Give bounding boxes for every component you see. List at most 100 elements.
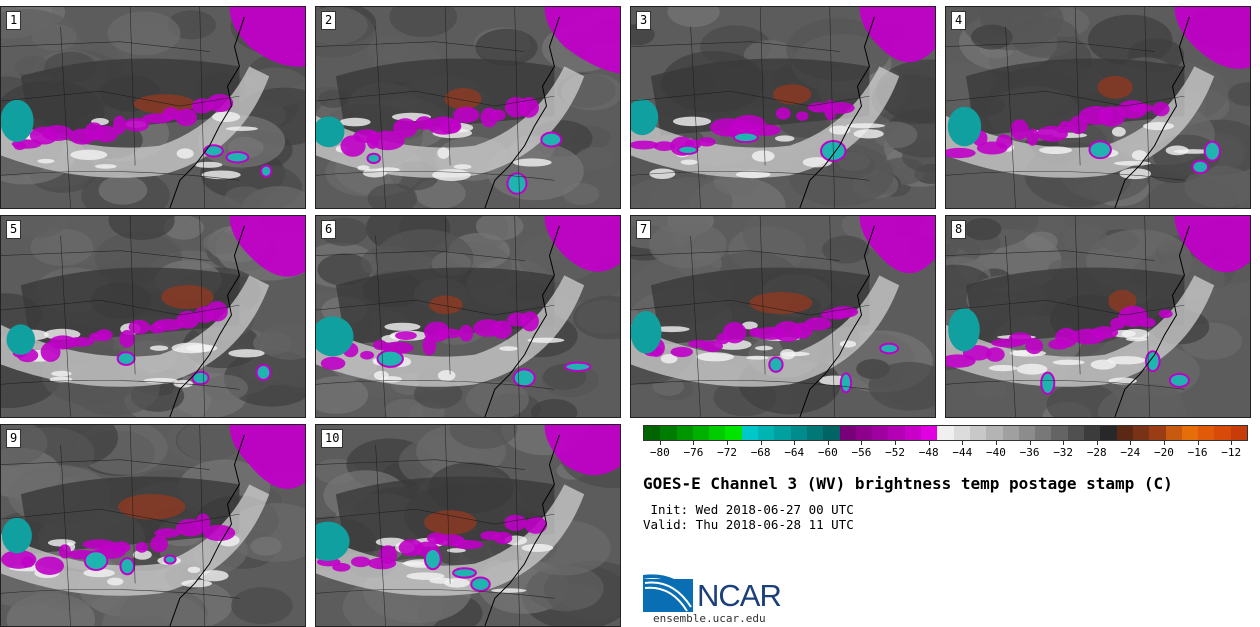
panel-number: 6 [321, 220, 337, 239]
colorbar-tick-mark [827, 441, 829, 445]
colorbar-tick-mark [1231, 441, 1233, 445]
colorbar-swatch [676, 426, 693, 440]
colorbar-tick-label: −12 [1221, 446, 1242, 459]
colorbar-tick-mark [1130, 441, 1132, 445]
colorbar-swatch [823, 426, 840, 440]
colorbar-tick-label: −60 [817, 446, 838, 459]
water-vapor-map [631, 216, 935, 417]
colorbar-tick-label: −24 [1120, 446, 1141, 459]
forecast-panel-7[interactable]: 7 [630, 215, 936, 418]
colorbar-swatch [790, 426, 807, 440]
forecast-panel-4[interactable]: 4 [945, 6, 1251, 209]
water-vapor-map [946, 216, 1250, 417]
colorbar-tick-label: −48 [918, 446, 939, 459]
colorbar-tick-label: −16 [1187, 446, 1208, 459]
colorbar-tick-mark [995, 441, 997, 445]
colorbar-tick-label: −20 [1154, 446, 1174, 459]
colorbar-swatch [1018, 426, 1036, 440]
colorbar-tick-label: −68 [750, 446, 771, 459]
colorbar-tick-mark [1063, 441, 1065, 445]
forecast-panel-2[interactable]: 2 [315, 6, 621, 209]
colorbar-swatch [937, 426, 954, 440]
colorbar-tick-mark [962, 441, 964, 445]
colorbar-swatch [855, 426, 873, 440]
colorbar [643, 425, 1248, 441]
colorbar-swatch [888, 426, 905, 440]
init-time: Init: Wed 2018-06-27 00 UTC [643, 502, 854, 517]
website-url[interactable]: ensemble.ucar.edu [653, 612, 766, 625]
colorbar-tick-mark [1197, 441, 1199, 445]
colorbar-swatch [839, 426, 856, 440]
colorbar-swatch [1214, 426, 1231, 440]
colorbar-swatch [1149, 426, 1166, 440]
colorbar-swatch [872, 426, 889, 440]
colorbar-swatch [709, 426, 726, 440]
colorbar-tick-label: −72 [717, 446, 737, 459]
water-vapor-map [1, 216, 305, 417]
water-vapor-map [1, 425, 305, 626]
panel-number: 8 [951, 220, 967, 239]
colorbar-swatch [725, 426, 742, 440]
forecast-panel-1[interactable]: 1 [0, 6, 306, 209]
colorbar-tick-label: −36 [1019, 446, 1040, 459]
panel-number: 5 [6, 220, 22, 239]
colorbar-swatch [1067, 426, 1085, 440]
colorbar-swatch [1035, 426, 1052, 440]
water-vapor-map [1, 7, 305, 208]
colorbar-swatch [1100, 426, 1117, 440]
colorbar-tick-mark [1163, 441, 1165, 445]
colorbar-swatch [1198, 426, 1215, 440]
water-vapor-map [316, 425, 620, 626]
colorbar-tick-label: −76 [683, 446, 704, 459]
colorbar-swatch [741, 426, 759, 440]
colorbar-swatch [1165, 426, 1182, 440]
forecast-panel-10[interactable]: 10 [315, 424, 621, 627]
water-vapor-map [316, 7, 620, 208]
colorbar-swatch [986, 426, 1003, 440]
ncar-logo-text: NCAR [697, 578, 782, 613]
forecast-panel-5[interactable]: 5 [0, 215, 306, 418]
colorbar-tick-mark [794, 441, 796, 445]
panel-number: 1 [6, 11, 22, 30]
colorbar-tick-label: −44 [952, 446, 973, 459]
panel-number: 10 [321, 429, 344, 448]
colorbar-swatch [1116, 426, 1133, 440]
panel-number: 7 [636, 220, 652, 239]
colorbar-swatch [806, 426, 824, 440]
panel-number: 3 [636, 11, 652, 30]
colorbar-tick-label: −28 [1086, 446, 1107, 459]
colorbar-swatch [692, 426, 710, 440]
ncar-logo-icon [643, 574, 693, 612]
forecast-panel-3[interactable]: 3 [630, 6, 936, 209]
colorbar-tick-label: −56 [851, 446, 872, 459]
colorbar-tick-mark [861, 441, 863, 445]
colorbar-swatch [904, 426, 922, 440]
panel-number: 4 [951, 11, 967, 30]
water-vapor-map [631, 7, 935, 208]
valid-time: Valid: Thu 2018-06-28 11 UTC [643, 517, 854, 532]
colorbar-swatch [1084, 426, 1101, 440]
figure-title: GOES-E Channel 3 (WV) brightness temp po… [643, 474, 1173, 493]
colorbar-swatch [758, 426, 775, 440]
colorbar-swatch [1230, 426, 1247, 440]
colorbar-tick-label: −32 [1053, 446, 1074, 459]
colorbar-swatch [1051, 426, 1068, 440]
colorbar-tick-mark [727, 441, 729, 445]
colorbar-tick-mark [693, 441, 695, 445]
colorbar-tick-mark [1096, 441, 1098, 445]
panel-number: 2 [321, 11, 337, 30]
water-vapor-map [946, 7, 1250, 208]
colorbar-tick-label: −40 [985, 446, 1006, 459]
forecast-panel-9[interactable]: 9 [0, 424, 306, 627]
forecast-panel-6[interactable]: 6 [315, 215, 621, 418]
colorbar-tick-mark [928, 441, 930, 445]
colorbar-tick-mark [895, 441, 897, 445]
colorbar-tick-mark [1029, 441, 1031, 445]
colorbar-swatch [1132, 426, 1150, 440]
forecast-panel-8[interactable]: 8 [945, 215, 1251, 418]
colorbar-tick-label: −80 [649, 446, 670, 459]
panel-number: 9 [6, 429, 22, 448]
colorbar-tick-label: −64 [784, 446, 805, 459]
colorbar-swatch [1002, 426, 1019, 440]
colorbar-swatch [953, 426, 970, 440]
